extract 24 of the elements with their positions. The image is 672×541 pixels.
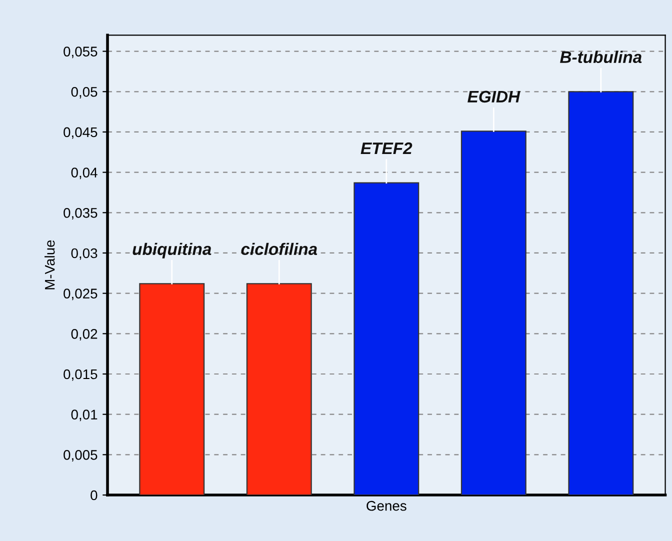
y-tick-label: 0,055 — [64, 46, 98, 58]
y-tick-label: 0,005 — [64, 450, 98, 462]
y-axis-title: M-Value — [44, 240, 55, 290]
x-tick-label: ciclofilina — [241, 242, 318, 256]
bar — [246, 283, 312, 496]
y-tick-label: 0,025 — [64, 288, 98, 300]
bar — [568, 91, 634, 496]
x-tick-label: B-tubulina — [560, 50, 642, 64]
bar — [460, 130, 526, 496]
x-tick-label: ETEF2 — [360, 142, 412, 154]
y-tick-label: 0,05 — [71, 86, 98, 98]
y-tick-label: 0,03 — [71, 248, 98, 260]
y-tick-label: 0,04 — [71, 168, 98, 180]
y-tick-label: 0,02 — [71, 329, 98, 340]
y-tick-label: 0,035 — [64, 208, 98, 220]
y-tick-label: 0,045 — [64, 127, 98, 139]
y-tick-label: 0,01 — [71, 410, 98, 422]
y-tick-label: 0,015 — [64, 369, 98, 381]
x-axis-title: Genes — [366, 500, 406, 511]
bar — [354, 182, 420, 496]
bar — [139, 283, 205, 496]
x-tick-label: EGIDH — [468, 90, 520, 103]
x-tick-label: ubiquitina — [132, 242, 212, 258]
y-tick-label: 0 — [90, 490, 98, 500]
